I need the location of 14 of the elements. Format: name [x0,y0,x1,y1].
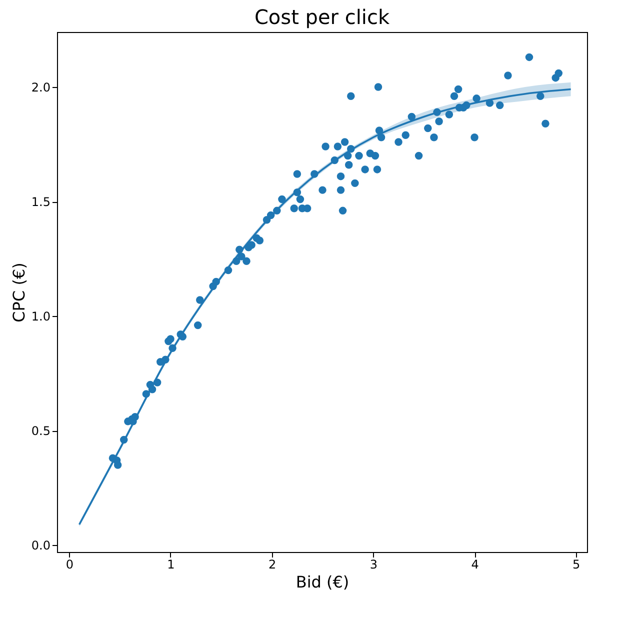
y-tick-label: 0.5 [31,424,50,438]
chart-title: Cost per click [254,5,390,29]
y-tick-label: 1.5 [31,195,50,210]
y-axis-title: CPC (€) [9,262,28,322]
y-tick-label: 2.0 [31,80,50,94]
x-axis-title: Bid (€) [296,572,350,592]
x-tick-label: 5 [572,558,580,572]
y-tick-label: 0.0 [31,538,50,553]
x-tick-label: 2 [268,558,276,572]
x-tick-label: 4 [471,558,479,572]
x-tick-label: 0 [66,558,74,572]
y-tick-label: 1.0 [31,310,50,324]
x-tick-label: 3 [370,558,378,572]
x-tick-label: 1 [167,558,175,572]
